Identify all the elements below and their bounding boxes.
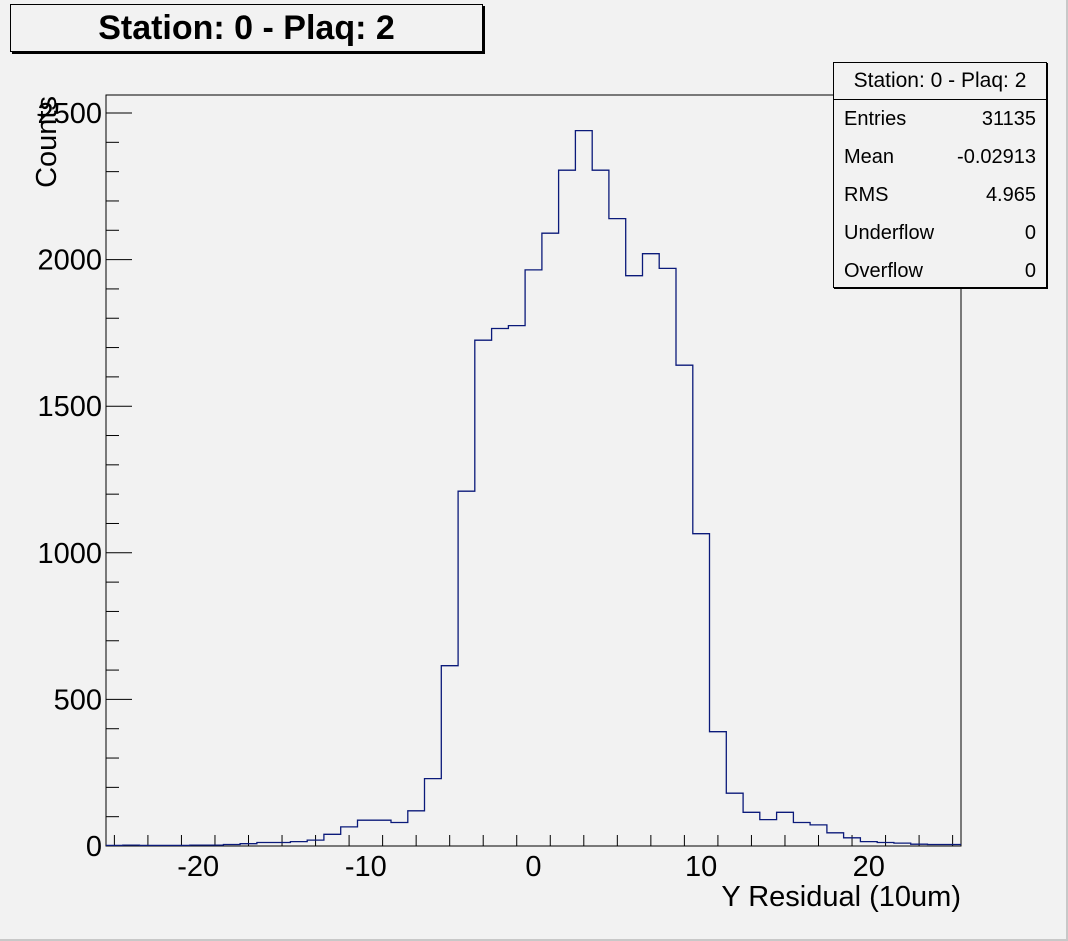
- x-tick-label: 10: [685, 851, 717, 883]
- x-tick-label: 20: [853, 851, 885, 883]
- stats-label: RMS: [844, 183, 889, 206]
- histogram-title: Station: 0 - Plaq: 2: [10, 4, 483, 52]
- x-tick-label: 0: [525, 851, 541, 883]
- y-tick-label: 1500: [37, 391, 102, 423]
- y-tick-label: 1000: [37, 538, 102, 570]
- stats-value: 0: [1024, 221, 1036, 244]
- x-tick-label: -10: [345, 851, 387, 883]
- stats-label: Entries: [844, 107, 907, 130]
- stats-row-overflow: Overflow 0: [834, 252, 1046, 290]
- y-tick-label: 2500: [37, 98, 102, 130]
- stats-value: 0: [1024, 259, 1036, 282]
- y-axis-label: Counts: [31, 96, 63, 188]
- stats-row-underflow: Underflow 0: [834, 214, 1046, 252]
- stats-row-entries: Entries 31135: [834, 100, 1046, 138]
- stats-value: 4.965: [985, 183, 1036, 206]
- stats-value: 31135: [981, 107, 1036, 130]
- stats-row-mean: Mean -0.02913: [834, 138, 1046, 176]
- stats-label: Underflow: [844, 221, 935, 244]
- statistics-box: Station: 0 - Plaq: 2 Entries 31135 Mean …: [833, 62, 1047, 288]
- y-tick-label: 500: [54, 684, 102, 716]
- x-tick-label: -20: [177, 851, 219, 883]
- y-tick-label: 0: [86, 831, 102, 863]
- stats-label: Overflow: [844, 259, 923, 282]
- stats-title: Station: 0 - Plaq: 2: [834, 63, 1046, 100]
- x-axis: -20 -10 0 10 20: [113, 835, 954, 883]
- stats-label: Mean: [844, 145, 895, 168]
- y-tick-label: 2000: [37, 245, 102, 277]
- histogram-line: [106, 129, 961, 847]
- plot-frame: [105, 94, 962, 847]
- stats-value: -0.02913: [957, 145, 1036, 168]
- x-axis-label: Y Residual (10um): [721, 881, 961, 913]
- y-axis: 0 500 1000 1500 2000 2500: [37, 98, 132, 863]
- stats-row-rms: RMS 4.965: [834, 176, 1046, 214]
